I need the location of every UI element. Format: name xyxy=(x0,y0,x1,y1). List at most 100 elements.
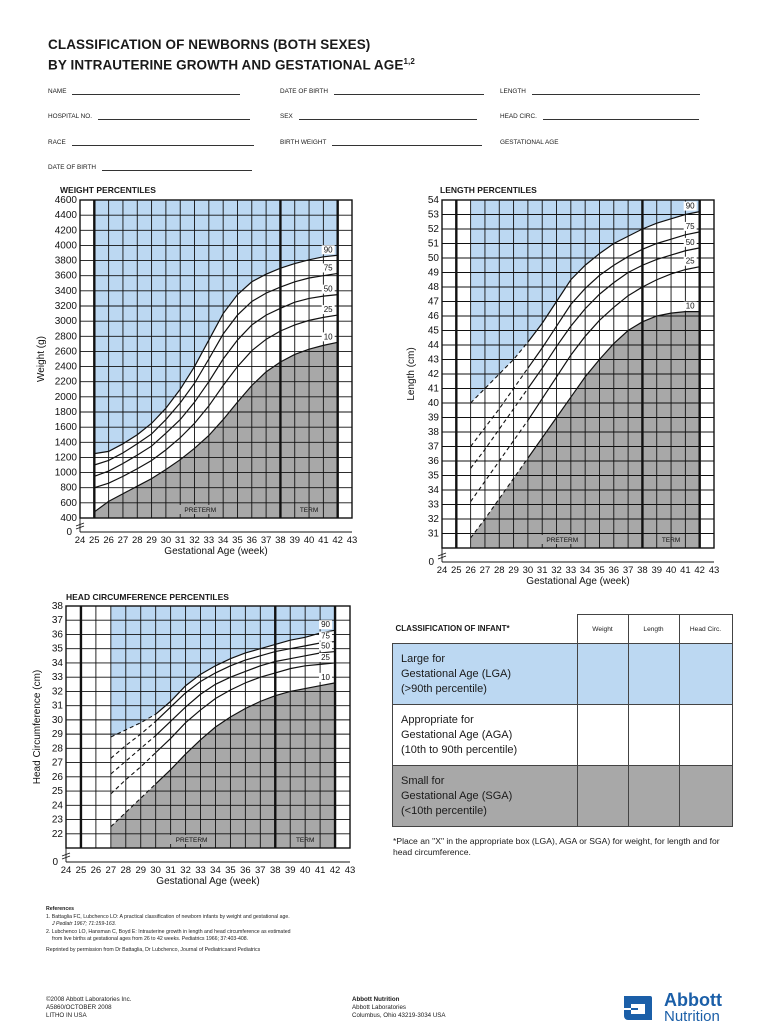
field-race[interactable]: RACE xyxy=(48,139,254,146)
row-aga-label: Appropriate for Gestational Age (AGA) (1… xyxy=(392,704,578,766)
head-x-tick-label: 42 xyxy=(330,865,341,876)
length-y-tick-label: 42 xyxy=(428,369,440,380)
length-x-tick-label: 36 xyxy=(609,565,620,576)
aga-line2: Gestational Age (AGA) xyxy=(401,728,513,741)
head-term-label: TERM xyxy=(296,837,314,844)
length-y-tick-label: 31 xyxy=(428,529,440,540)
aga-line3: (10th to 90th percentile) xyxy=(401,743,518,756)
title-superscript: 1,2 xyxy=(403,57,415,66)
length-y-tick-label: 39 xyxy=(428,413,440,424)
field-length[interactable]: LENGTH xyxy=(500,88,700,95)
aga-weight-box[interactable] xyxy=(576,704,629,766)
references: References 1. Battaglia FC, Lubchenco LO… xyxy=(46,906,291,954)
lga-line3: (>90th percentile) xyxy=(401,682,487,695)
head-x-tick-label: 26 xyxy=(91,865,102,876)
weight-y-tick-label: 3400 xyxy=(55,286,78,297)
field-date-of-birth[interactable]: DATE OF BIRTH xyxy=(280,88,485,95)
weight-x-tick-label: 40 xyxy=(304,535,315,546)
head-y-tick-label: 29 xyxy=(52,729,64,740)
head-curve-10 xyxy=(155,682,336,785)
sga-headcirc-box[interactable] xyxy=(678,765,733,827)
head-y-tick-label: 22 xyxy=(52,829,64,840)
classification-header-row: CLASSIFICATION OF INFANT* Weight Length … xyxy=(392,614,733,644)
lga-weight-box[interactable] xyxy=(576,643,629,705)
reference-1a: 1. Battaglia FC, Lubchenco LO: A practic… xyxy=(46,913,290,920)
length-axis-break xyxy=(437,555,447,560)
weight-y-tick-label: 2400 xyxy=(55,362,78,373)
field-name-line[interactable] xyxy=(72,88,241,95)
weight-y-tick-label: 4600 xyxy=(55,195,78,206)
field-length-line[interactable] xyxy=(531,88,700,95)
length-y-tick-label: 46 xyxy=(428,311,440,322)
title-line-2: BY INTRAUTERINE GROWTH AND GESTATIONAL A… xyxy=(48,53,415,74)
field-dob2-line[interactable] xyxy=(102,164,253,171)
aga-length-box[interactable] xyxy=(627,704,680,766)
column-length: Length xyxy=(627,614,680,644)
lga-length-box[interactable] xyxy=(627,643,680,705)
length-y-tick-label: 49 xyxy=(428,268,440,279)
lga-line2: Gestational Age (LGA) xyxy=(401,667,512,680)
weight-curve-label-10: 10 xyxy=(324,332,333,341)
sga-length-box[interactable] xyxy=(627,765,680,827)
footer-left: ©2008 Abbott Laboratories Inc. A5860/OCT… xyxy=(46,996,131,1020)
field-sex[interactable]: SEX xyxy=(280,113,477,120)
sga-weight-box[interactable] xyxy=(576,765,629,827)
lga-headcirc-box[interactable] xyxy=(678,643,733,705)
weight-x-tick-label: 41 xyxy=(318,535,329,546)
length-y-tick-label: 38 xyxy=(428,427,440,438)
length-y-tick-label: 36 xyxy=(428,456,440,467)
field-race-line[interactable] xyxy=(71,139,254,146)
field-head-circ[interactable]: HEAD CIRC. xyxy=(500,113,699,120)
head-curve-50 xyxy=(155,650,336,736)
length-term-label: TERM xyxy=(662,537,680,544)
weight-curve-label-bg xyxy=(321,263,335,273)
classification-heading: CLASSIFICATION OF INFANT* xyxy=(392,614,577,644)
length-y-tick-label: 32 xyxy=(428,514,440,525)
row-lga: Large for Gestational Age (LGA) (>90th p… xyxy=(392,643,733,705)
head-x-axis-label: Gestational Age (week) xyxy=(156,876,259,887)
weight-curve-90 xyxy=(94,254,338,455)
field-sex-line[interactable] xyxy=(298,113,477,120)
head-x-tick-label: 36 xyxy=(240,865,251,876)
length-y-axis-label: Length (cm) xyxy=(406,347,417,400)
field-birthweight-line[interactable] xyxy=(332,139,483,146)
abbott-logo: Abbott Nutrition xyxy=(620,990,730,1026)
head-curve-label-bg xyxy=(319,641,333,651)
field-headcirc-label: HEAD CIRC. xyxy=(500,113,537,120)
weight-curve-25 xyxy=(94,314,338,489)
weight-y-tick-label: 2200 xyxy=(55,377,78,388)
weight-x-tick-label: 35 xyxy=(232,535,243,546)
classification-table: CLASSIFICATION OF INFANT* Weight Length … xyxy=(392,614,733,827)
head-x-tick-label: 29 xyxy=(135,865,146,876)
field-birth-weight[interactable]: BIRTH WEIGHT xyxy=(280,139,483,146)
head-curve-75 xyxy=(155,640,336,722)
length-x-tick-label: 34 xyxy=(580,565,591,576)
field-hospital-line[interactable] xyxy=(98,113,251,120)
aga-headcirc-box[interactable] xyxy=(678,704,733,766)
footer-company: Abbott Nutrition xyxy=(352,996,400,1003)
field-hospital-no[interactable]: HOSPITAL NO. xyxy=(48,113,251,120)
head-chart-title: HEAD CIRCUMFERENCE PERCENTILES xyxy=(66,592,229,602)
head-preterm-label: PRETERM xyxy=(176,837,208,844)
weight-curve-10 xyxy=(93,341,338,513)
head-x-tick-label: 24 xyxy=(61,865,72,876)
weight-y-tick-label: 4200 xyxy=(55,225,78,236)
field-name[interactable]: NAME xyxy=(48,88,241,95)
length-curve-10-dashed xyxy=(470,457,529,539)
weight-x-tick-label: 27 xyxy=(118,535,129,546)
field-headcirc-line[interactable] xyxy=(542,113,699,120)
footer-code: A5860/OCTOBER 2008 xyxy=(46,1004,112,1011)
head-curve-25-dashed xyxy=(110,752,157,795)
head-frame xyxy=(65,605,351,849)
length-x-tick-label: 27 xyxy=(480,565,491,576)
length-y-tick-label: 40 xyxy=(428,398,440,409)
weight-y-tick-label: 1200 xyxy=(55,452,78,463)
field-date-of-birth-2[interactable]: DATE OF BIRTH xyxy=(48,164,253,171)
reference-2b: from live births at gestational ages fro… xyxy=(52,936,249,942)
length-y-tick-label: 33 xyxy=(428,500,440,511)
field-dob-line[interactable] xyxy=(334,88,485,95)
length-y-tick-label: 35 xyxy=(428,471,440,482)
length-curve-90 xyxy=(527,211,700,343)
weight-y-tick-label: 2800 xyxy=(55,331,78,342)
